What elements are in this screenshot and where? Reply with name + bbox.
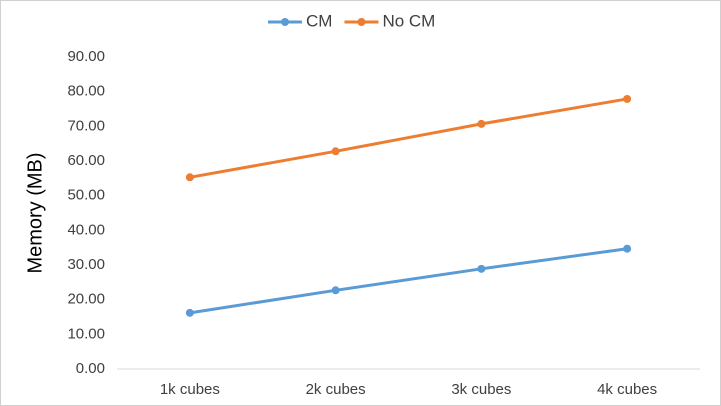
x-tick-label: 2k cubes [306, 381, 366, 398]
point [477, 119, 486, 128]
y-tick-label: 20.00 [67, 291, 105, 308]
legend-marker [357, 18, 366, 26]
legend-marker [281, 18, 289, 26]
y-tick-label: 50.00 [67, 187, 105, 204]
y-tick-label: 0.00 [76, 360, 105, 377]
legend-label: No CM [382, 11, 435, 30]
point [623, 94, 632, 103]
x-tick-label: 1k cubes [160, 381, 220, 398]
x-tick-label: 3k cubes [451, 381, 511, 398]
point [331, 286, 340, 295]
point [331, 147, 340, 156]
point [185, 173, 194, 182]
y-tick-label: 90.00 [67, 48, 105, 65]
series-line [189, 247, 628, 315]
y-tick-label: 30.00 [67, 256, 105, 273]
y-axis-label: Memory (MB) [24, 152, 46, 273]
series-line [189, 97, 628, 179]
y-tick-label: 60.00 [67, 152, 105, 169]
legend-label: CM [306, 11, 332, 30]
y-tick-label: 40.00 [67, 221, 105, 238]
y-tick-label: 80.00 [67, 83, 105, 100]
point [477, 264, 486, 273]
y-tick-label: 10.00 [67, 325, 105, 342]
y-tick-label: 70.00 [67, 117, 105, 134]
x-tick-label: 4k cubes [597, 381, 657, 398]
point [185, 308, 194, 317]
point [623, 244, 632, 253]
